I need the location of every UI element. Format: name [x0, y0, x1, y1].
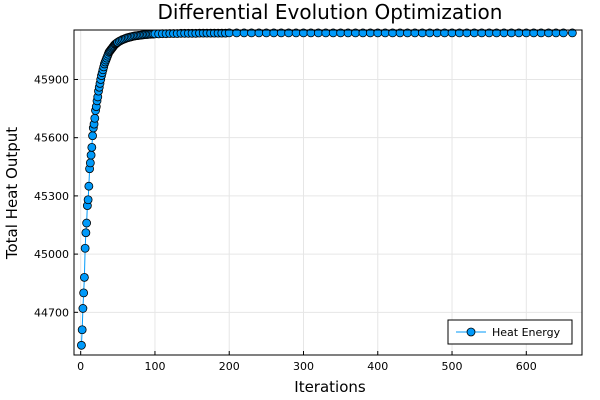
data-point — [90, 113, 100, 123]
plot-frame — [73, 29, 583, 356]
grid — [74, 30, 582, 355]
y-axis-label: Total Heat Output — [3, 127, 21, 260]
data-point — [559, 28, 568, 38]
data-point — [86, 150, 96, 160]
data-point — [85, 158, 95, 168]
y-tick-label: 45900 — [34, 73, 69, 86]
series-markers — [77, 28, 577, 350]
legend-marker-swatch — [466, 327, 476, 337]
x-axis: 0 100 200 300 400 500 600 — [77, 351, 537, 373]
legend: Heat Energy — [447, 319, 573, 345]
legend-series-label: Heat Energy — [492, 326, 561, 339]
data-point — [77, 325, 87, 335]
x-tick-label: 300 — [293, 360, 314, 373]
data-point — [88, 131, 97, 141]
x-tick-label: 200 — [219, 360, 240, 373]
data-point — [84, 181, 94, 191]
data-point — [80, 243, 90, 253]
y-axis: 44700 45000 45300 45600 45900 — [34, 73, 78, 319]
data-point — [83, 195, 93, 205]
x-axis-label: Iterations — [294, 378, 366, 396]
x-tick-label: 600 — [516, 360, 537, 373]
data-point — [567, 28, 577, 38]
x-tick-label: 100 — [144, 360, 165, 373]
data-point — [77, 340, 86, 350]
x-tick-label: 500 — [442, 360, 463, 373]
y-tick-label: 44700 — [34, 306, 69, 319]
data-point — [78, 304, 88, 313]
x-tick-label: 400 — [367, 360, 388, 373]
y-tick-label: 45300 — [34, 190, 69, 203]
x-tick-label: 0 — [77, 360, 84, 373]
data-point — [87, 142, 97, 152]
y-tick-label: 45000 — [34, 248, 69, 261]
data-point — [79, 288, 89, 298]
data-point — [82, 218, 92, 228]
data-point — [79, 272, 89, 282]
data-point — [81, 228, 91, 238]
chart-title: Differential Evolution Optimization — [158, 0, 503, 24]
y-tick-label: 45600 — [34, 132, 69, 145]
